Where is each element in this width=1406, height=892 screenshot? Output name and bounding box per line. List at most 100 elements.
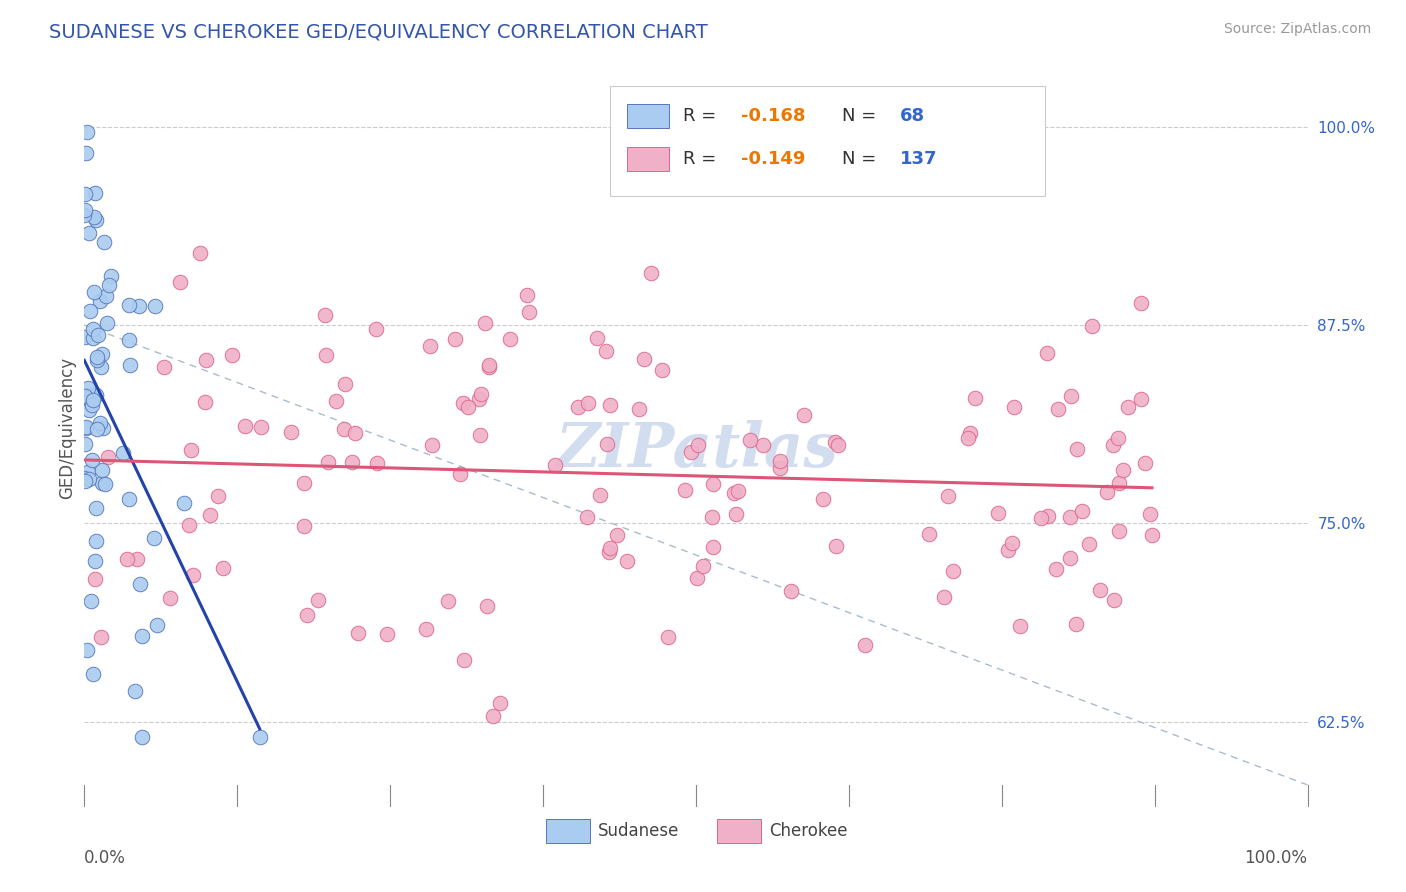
Point xyxy=(478,358,501,372)
Point xyxy=(96,288,118,302)
Point xyxy=(489,696,512,710)
Point xyxy=(1001,536,1024,550)
Point xyxy=(481,709,503,723)
Point xyxy=(598,544,620,558)
Point xyxy=(91,463,114,477)
Point xyxy=(96,316,118,330)
Point xyxy=(686,571,709,585)
Point xyxy=(91,421,114,435)
Point xyxy=(793,408,815,422)
Point xyxy=(315,348,337,362)
Point xyxy=(76,381,98,395)
Point xyxy=(73,474,96,488)
Point xyxy=(325,394,347,409)
Point xyxy=(125,551,148,566)
Point xyxy=(73,437,96,451)
Y-axis label: GED/Equivalency: GED/Equivalency xyxy=(58,357,76,500)
Point xyxy=(468,428,491,442)
Point xyxy=(1102,592,1125,607)
Point xyxy=(180,442,202,457)
Point xyxy=(457,401,479,415)
Point xyxy=(544,458,567,472)
Point xyxy=(853,639,876,653)
Point xyxy=(415,623,437,637)
Point xyxy=(567,400,589,414)
Point xyxy=(90,347,112,361)
Point xyxy=(366,321,388,335)
Point xyxy=(346,626,368,640)
Point xyxy=(934,591,956,605)
Point xyxy=(780,584,803,599)
Point xyxy=(700,509,723,524)
Point xyxy=(280,425,302,439)
Text: -0.168: -0.168 xyxy=(741,107,806,125)
Point xyxy=(292,475,315,490)
Point xyxy=(449,467,471,481)
Point xyxy=(314,309,336,323)
Point xyxy=(769,461,792,475)
Text: R =: R = xyxy=(682,107,721,125)
Point xyxy=(811,491,834,506)
Point xyxy=(131,629,153,643)
Point xyxy=(128,577,150,591)
Point xyxy=(599,541,621,556)
Point xyxy=(93,235,115,250)
Point xyxy=(1140,528,1163,542)
Point xyxy=(169,275,191,289)
Point xyxy=(1107,431,1129,445)
Point xyxy=(84,388,107,402)
Point xyxy=(75,390,97,404)
Point xyxy=(1097,484,1119,499)
Point xyxy=(824,434,846,449)
Point xyxy=(1008,619,1031,633)
Point xyxy=(80,594,103,608)
Point xyxy=(657,630,679,644)
Point xyxy=(616,553,638,567)
Point xyxy=(111,446,134,460)
Point xyxy=(75,146,97,161)
Point xyxy=(751,438,773,452)
Point xyxy=(212,561,235,575)
Point xyxy=(692,559,714,574)
Point xyxy=(942,565,965,579)
Point xyxy=(90,630,112,644)
Point xyxy=(188,245,211,260)
Point xyxy=(576,396,599,410)
Point xyxy=(84,500,107,515)
Text: 0.0%: 0.0% xyxy=(84,849,127,867)
Point xyxy=(249,731,271,745)
Point xyxy=(595,344,617,359)
FancyBboxPatch shape xyxy=(627,104,669,128)
Point xyxy=(453,653,475,667)
Point xyxy=(1108,524,1130,538)
Point xyxy=(628,402,651,417)
Point xyxy=(90,360,112,375)
Point xyxy=(77,403,100,417)
Point xyxy=(83,210,105,224)
Point xyxy=(316,455,339,469)
Point xyxy=(475,599,498,614)
Point xyxy=(936,489,959,503)
Point xyxy=(1129,295,1152,310)
Text: -0.149: -0.149 xyxy=(741,150,806,168)
Point xyxy=(1108,475,1130,490)
Point xyxy=(588,488,610,502)
Point xyxy=(1129,392,1152,407)
Point xyxy=(82,392,104,407)
Point xyxy=(420,438,443,452)
Point xyxy=(86,422,108,436)
Point xyxy=(83,186,105,200)
Point xyxy=(375,626,398,640)
Point xyxy=(159,591,181,606)
Point xyxy=(1059,510,1081,524)
Point xyxy=(153,359,176,374)
Point xyxy=(118,358,141,372)
Point xyxy=(478,359,501,374)
Point xyxy=(146,617,169,632)
Point xyxy=(727,483,749,498)
Point xyxy=(82,331,104,345)
Text: 137: 137 xyxy=(900,150,938,168)
Point xyxy=(333,422,356,436)
Point xyxy=(181,567,204,582)
Point xyxy=(73,330,96,344)
